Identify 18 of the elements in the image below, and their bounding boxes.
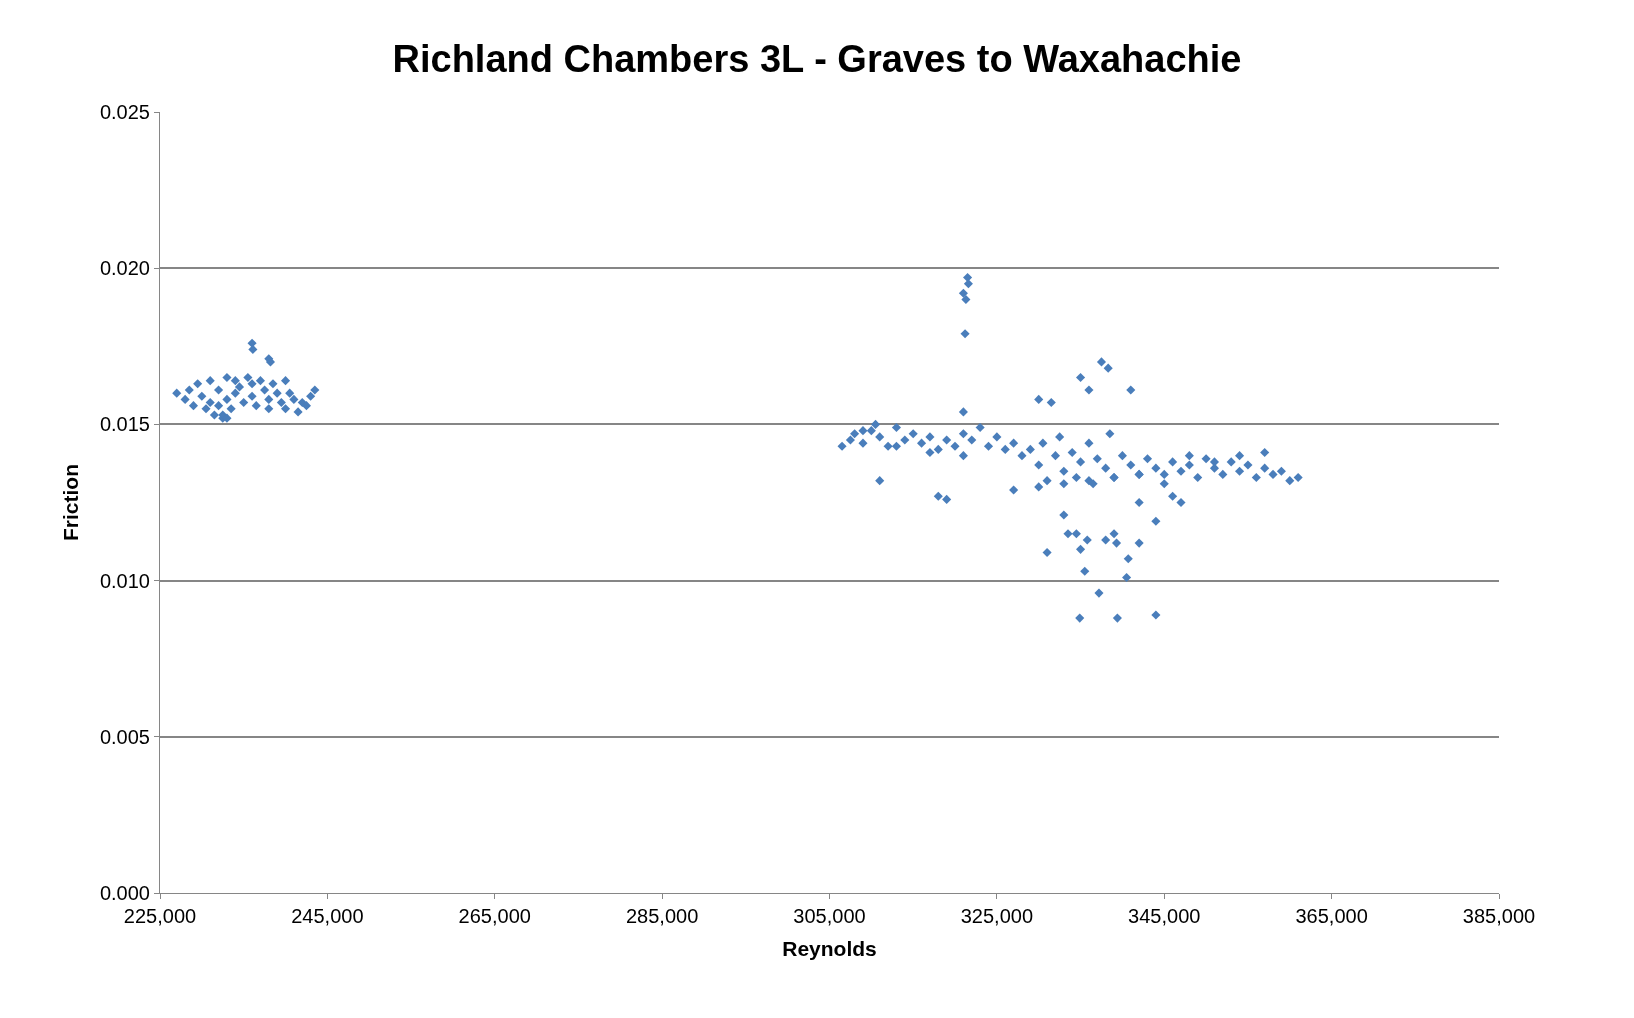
- chart-title: Richland Chambers 3L - Graves to Waxahachie: [392, 38, 1242, 81]
- y-tick-label: 0.000: [99, 882, 150, 904]
- y-axis-title: Friction: [59, 464, 83, 541]
- x-tick-label: 245,000: [291, 905, 364, 927]
- y-tick-label: 0.025: [99, 101, 150, 123]
- x-tick-label: 265,000: [458, 905, 531, 927]
- y-tick-label: 0.005: [99, 725, 150, 748]
- x-tick-label: 385,000: [1462, 905, 1536, 927]
- x-tick-label: 365,000: [1295, 905, 1368, 927]
- y-tick-label: 0.020: [99, 257, 150, 280]
- x-tick-label: 305,000: [793, 905, 866, 927]
- x-tick-label: 345,000: [1128, 905, 1201, 927]
- x-tick-label: 225,000: [123, 905, 197, 927]
- y-tick-label: 0.010: [99, 569, 150, 592]
- y-tick-label: 0.015: [99, 413, 150, 436]
- x-axis-title: Reynolds: [782, 937, 877, 961]
- x-tick-label: 285,000: [625, 905, 699, 927]
- x-tick-label: 325,000: [960, 905, 1034, 927]
